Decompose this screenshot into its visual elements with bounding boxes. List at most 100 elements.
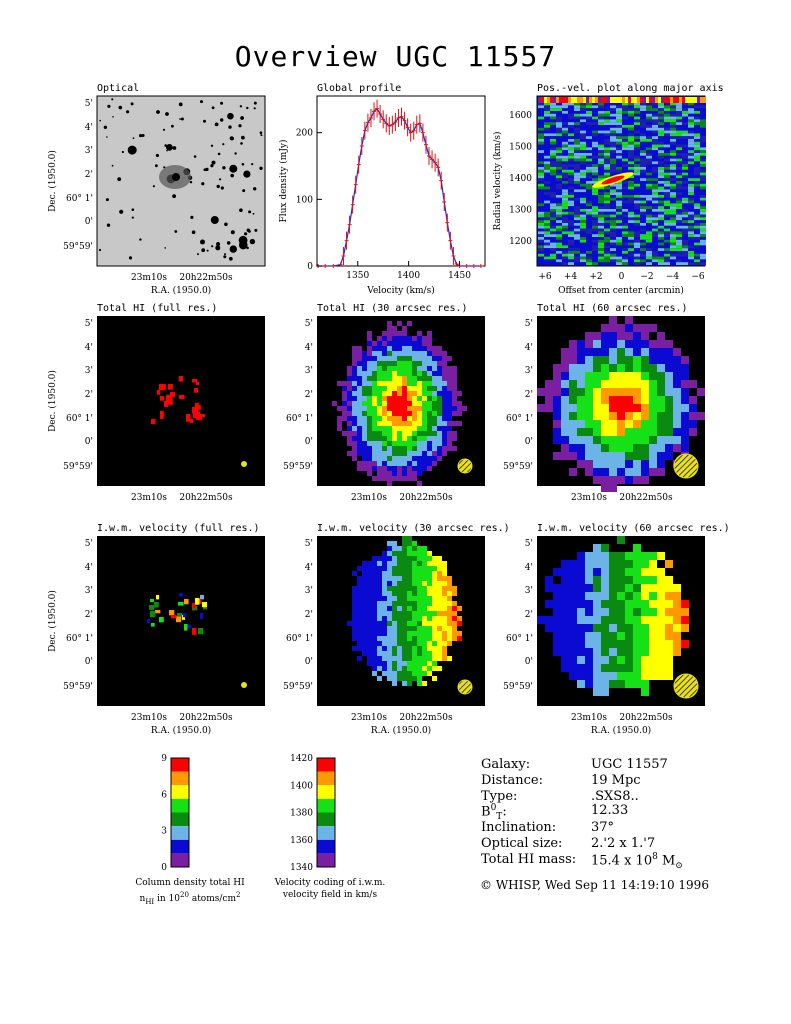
map-pixel-vel-full (187, 625, 192, 629)
pv-pixel (616, 225, 622, 229)
pv-pixel (634, 211, 640, 215)
map-pixel-vel-30 (382, 651, 387, 656)
pv-pixel (700, 130, 706, 134)
map-pixel-vel-30 (387, 646, 392, 651)
pv-pixel (634, 139, 640, 142)
map-pixel-vel-60 (641, 592, 649, 600)
map-pixel-total-60 (585, 396, 593, 404)
map-pixel-vel-60 (601, 568, 609, 576)
pv-pixel (550, 223, 556, 226)
pv-pixel (592, 211, 598, 215)
map-pixel-vel-full (179, 593, 184, 597)
map-pixel-total-30 (387, 331, 392, 336)
pv-pixel (616, 189, 622, 193)
pv-pixel (622, 167, 628, 170)
map-pixel-total-30 (372, 386, 377, 391)
pv-pixel (568, 141, 574, 145)
pv-pixel (556, 203, 562, 207)
map-pixel-total-30 (442, 406, 447, 411)
map-pixel-total-30 (407, 461, 412, 466)
map-pixel-total-60 (673, 348, 681, 356)
pv-pixel (544, 172, 550, 176)
map-pixel-total-60 (601, 428, 609, 436)
map-pixel-vel-30 (387, 551, 392, 556)
map-pixel-vel-full (151, 623, 155, 627)
optical-star (211, 245, 214, 248)
map-pixel-total-60 (601, 364, 609, 372)
pv-pixel (610, 119, 616, 123)
map-pixel-total-60 (577, 428, 585, 436)
optical-star (105, 198, 109, 202)
map-pixel-total-60 (673, 356, 681, 364)
map-pixel-total-60 (649, 452, 657, 460)
map-pixel-vel-30 (367, 656, 372, 661)
map-pixel-total-60 (649, 460, 657, 468)
map-pixel-vel-30 (387, 676, 392, 681)
map-pixel-total-30 (427, 351, 432, 356)
pv-pixel (676, 175, 682, 179)
map-pixel-vel-60 (561, 568, 569, 576)
map-pixel-vel-60 (569, 624, 577, 632)
pv-pixel (622, 253, 628, 257)
pv-pixel (646, 122, 652, 125)
map-pixel-total-30 (377, 396, 382, 401)
map-pixel-vel-30 (392, 576, 397, 581)
map-pixel-vel-30 (397, 606, 402, 611)
map-pixel-total-60 (577, 372, 585, 380)
optical-star (172, 194, 177, 199)
pv-pixel (652, 262, 658, 265)
pv-pixel (616, 217, 622, 221)
map-pixel-total-60 (577, 412, 585, 420)
map-pixel-total-30 (392, 341, 397, 346)
map-pixel-total-30 (412, 466, 417, 471)
map-pixel-total-30 (427, 386, 432, 391)
pv-pixel (568, 169, 574, 173)
pv-pixel (598, 155, 604, 159)
map-pixel-vel-30 (412, 606, 417, 611)
map-pixel-vel-30 (392, 646, 397, 651)
map-pixel-vel-30 (382, 621, 387, 626)
map-pixel-total-30 (372, 476, 377, 481)
pv-pixel (694, 150, 700, 153)
optical-star (227, 112, 234, 120)
map-pixel-vel-60 (649, 592, 657, 600)
pv-pixel (664, 203, 670, 207)
pv-pixel (700, 259, 706, 263)
map-pixel-vel-60 (609, 624, 617, 632)
pv-pixel (658, 242, 664, 246)
map-pixel-vel-60 (593, 600, 601, 608)
map-pixel-vel-30 (372, 606, 377, 611)
pv-pixel (646, 214, 652, 218)
map-pixel-total-full (179, 395, 185, 400)
pv-pixel (538, 197, 544, 201)
map-pixel-total-60 (577, 380, 585, 388)
map-pixel-total-30 (437, 371, 442, 376)
pv-pixel (652, 108, 658, 111)
map-pixel-total-30 (382, 366, 387, 371)
map-pixel-total-60 (633, 428, 641, 436)
pv-pixel (556, 172, 562, 176)
pv-pixel (628, 125, 634, 128)
map-pixel-vel-30 (372, 601, 377, 606)
map-pixel-vel-30 (432, 586, 437, 591)
pv-pixel (604, 195, 610, 198)
pv-pixel (676, 102, 682, 106)
map-pixel-vel-30 (402, 631, 407, 636)
map-pixel-vel-60 (545, 600, 553, 608)
dec-tick-label: 59°59' (503, 682, 533, 692)
map-pixel-total-60 (585, 332, 593, 340)
map-pixel-vel-60 (569, 632, 577, 640)
beam-total-60 (673, 453, 699, 479)
map-pixel-vel-30 (427, 656, 432, 661)
pv-pixel (682, 256, 688, 260)
panel-title-vel-full: I.w.m. velocity (full res.) (97, 523, 260, 534)
map-pixel-total-30 (412, 406, 417, 411)
map-pixel-vel-30 (407, 536, 412, 541)
pv-pixel (604, 206, 610, 209)
profile-ytick-label: 0 (307, 262, 313, 272)
map-pixel-total-60 (577, 396, 585, 404)
pv-pixel (676, 116, 682, 120)
pv-pixel (694, 178, 700, 181)
map-pixel-vel-30 (382, 626, 387, 631)
pv-pixel (574, 116, 580, 120)
